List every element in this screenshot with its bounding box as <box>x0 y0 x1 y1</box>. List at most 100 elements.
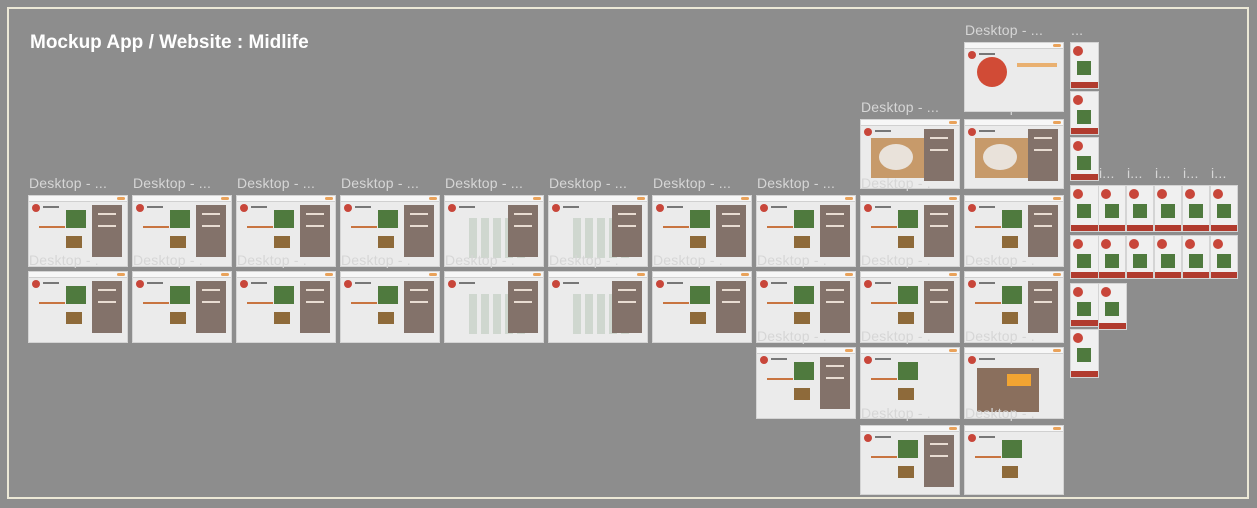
frame-label[interactable]: Desktop - ... <box>653 175 732 191</box>
frame-label[interactable]: Desktop - . <box>861 175 931 191</box>
menu-panel <box>1028 129 1058 181</box>
mobile-frame-thumbnail[interactable] <box>1127 236 1153 278</box>
nav-text <box>251 282 267 284</box>
frame-label[interactable]: Desktop - ... <box>133 175 212 191</box>
mobile-frame-thumbnail[interactable] <box>1071 236 1098 278</box>
desktop-frame-thumbnail[interactable] <box>965 272 1063 342</box>
plant-image <box>1189 254 1203 268</box>
frame-label[interactable]: Desktop - ... <box>861 99 940 115</box>
frame-label[interactable]: Desktop - ... <box>237 175 316 191</box>
frame-label[interactable]: Desktop - . <box>861 252 931 268</box>
mobile-frame-thumbnail[interactable] <box>1211 186 1237 231</box>
desktop-frame-thumbnail[interactable] <box>237 196 335 266</box>
bottom-nav <box>1211 225 1237 231</box>
frame-label[interactable]: Desktop - . <box>861 328 931 344</box>
window-controls <box>949 349 957 352</box>
desktop-frame-thumbnail[interactable] <box>29 272 127 342</box>
frame-label[interactable]: Desktop - . <box>133 252 203 268</box>
frame-label[interactable]: i... <box>1183 165 1199 181</box>
desktop-frame-thumbnail[interactable] <box>757 348 855 418</box>
desktop-frame-thumbnail[interactable] <box>965 426 1063 494</box>
desktop-frame-thumbnail[interactable] <box>757 196 855 266</box>
frame-label[interactable]: Desktop - . <box>549 252 619 268</box>
plant-image <box>1077 204 1091 218</box>
frame-label[interactable]: i... <box>1155 165 1171 181</box>
bottom-nav <box>1127 272 1153 278</box>
desktop-frame-thumbnail[interactable] <box>861 272 959 342</box>
desktop-frame-thumbnail[interactable] <box>445 196 543 266</box>
frame-label[interactable]: Desktop - . <box>29 252 99 268</box>
window-controls <box>949 121 957 124</box>
plant-image <box>1105 254 1119 268</box>
desktop-frame-thumbnail[interactable] <box>653 196 751 266</box>
frame-label[interactable]: Desktop - . <box>965 405 1035 421</box>
frame-label[interactable]: Desktop - ... <box>341 175 420 191</box>
frame-label[interactable]: i... <box>1099 165 1115 181</box>
desktop-frame-thumbnail[interactable] <box>861 348 959 418</box>
mobile-frame-thumbnail[interactable] <box>1099 236 1125 278</box>
frame-label[interactable]: Desktop - . <box>653 252 723 268</box>
desktop-frame-thumbnail[interactable] <box>341 272 439 342</box>
mobile-frame-thumbnail[interactable] <box>1183 186 1209 231</box>
window-controls <box>1053 273 1061 276</box>
desktop-frame-thumbnail[interactable] <box>861 426 959 494</box>
frame-label[interactable]: Desktop - ... <box>757 175 836 191</box>
window-controls <box>221 197 229 200</box>
logo-icon <box>240 280 248 288</box>
frame-label[interactable]: Desktop - ... <box>549 175 628 191</box>
desktop-frame-thumbnail[interactable] <box>653 272 751 342</box>
menu-panel <box>300 281 330 333</box>
desktop-frame-thumbnail[interactable] <box>133 196 231 266</box>
window-bar <box>965 348 1063 354</box>
mobile-frame-thumbnail[interactable] <box>1211 236 1237 278</box>
desktop-frame-thumbnail[interactable] <box>965 120 1063 188</box>
desktop-frame-thumbnail[interactable] <box>29 196 127 266</box>
frame-label[interactable]: Desktop - . <box>237 252 307 268</box>
frame-label[interactable]: Desktop - . <box>341 252 411 268</box>
frame-label[interactable]: Desktop - . <box>445 252 515 268</box>
frame-label[interactable]: Desktop - . <box>965 252 1035 268</box>
mobile-frame-thumbnail[interactable] <box>1071 330 1098 377</box>
desktop-frame-thumbnail[interactable] <box>237 272 335 342</box>
frame-label[interactable]: ... <box>1071 22 1084 38</box>
nav-text <box>875 130 891 132</box>
desktop-frame-thumbnail[interactable] <box>965 196 1063 266</box>
frame-label[interactable]: Desktop - ... <box>965 22 1044 38</box>
mobile-frame-thumbnail[interactable] <box>1071 92 1098 134</box>
window-bar <box>445 272 543 278</box>
mobile-frame-thumbnail[interactable] <box>1127 186 1153 231</box>
desktop-frame-thumbnail[interactable] <box>549 196 647 266</box>
frame-label[interactable]: Desktop - . <box>965 328 1035 344</box>
text-line <box>767 378 793 380</box>
frame-label[interactable]: Desktop - . <box>757 328 827 344</box>
mobile-frame-thumbnail[interactable] <box>1155 236 1181 278</box>
mobile-frame-thumbnail[interactable] <box>1071 186 1098 231</box>
desktop-frame-thumbnail[interactable] <box>757 272 855 342</box>
mobile-frame-thumbnail[interactable] <box>1071 43 1098 88</box>
mobile-frame-thumbnail[interactable] <box>1099 284 1126 329</box>
mobile-frame-thumbnail[interactable] <box>1071 284 1098 326</box>
frame-label[interactable]: i... <box>1211 165 1227 181</box>
window-controls <box>741 273 749 276</box>
frame-label[interactable]: Desktop - . <box>861 405 931 421</box>
frame-label[interactable]: Desktop - ... <box>29 175 108 191</box>
desktop-frame-thumbnail[interactable] <box>341 196 439 266</box>
desktop-frame-thumbnail[interactable] <box>965 348 1063 418</box>
nav-text <box>563 282 579 284</box>
text-line <box>143 302 169 304</box>
mobile-frame-thumbnail[interactable] <box>1183 236 1209 278</box>
desktop-frame-thumbnail[interactable] <box>549 272 647 342</box>
desktop-frame-thumbnail[interactable] <box>965 43 1063 111</box>
mobile-frame-thumbnail[interactable] <box>1155 186 1181 231</box>
frame-label[interactable]: i... <box>1127 165 1143 181</box>
logo-icon <box>136 204 144 212</box>
text-line <box>975 302 1001 304</box>
frame-label[interactable]: Desktop - . <box>757 252 827 268</box>
desktop-frame-thumbnail[interactable] <box>861 196 959 266</box>
desktop-frame-thumbnail[interactable] <box>445 272 543 342</box>
mobile-frame-thumbnail[interactable] <box>1071 138 1098 180</box>
mobile-frame-thumbnail[interactable] <box>1099 186 1125 231</box>
frame-label[interactable]: Desktop - ... <box>445 175 524 191</box>
desktop-frame-thumbnail[interactable] <box>133 272 231 342</box>
desktop-frame-thumbnail[interactable] <box>861 120 959 188</box>
